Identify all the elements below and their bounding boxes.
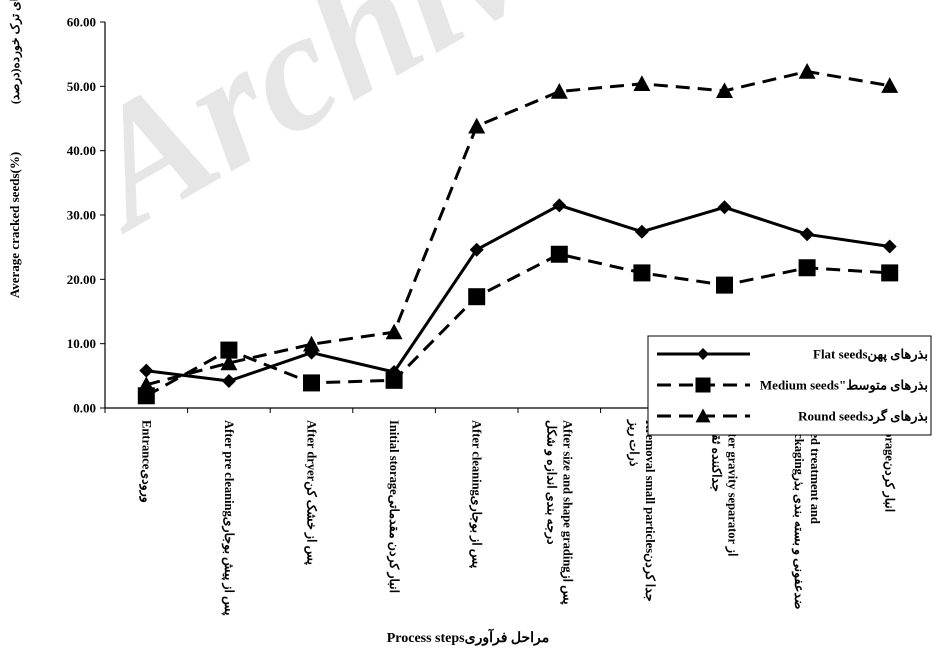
data-point [800, 227, 815, 242]
data-point [716, 276, 733, 294]
data-point [550, 82, 568, 99]
y-axis-label: Average cracked seeds(%) [7, 152, 22, 298]
data-point [881, 264, 899, 282]
x-axis: Entranceورودی After pre cleaningپس از پیش… [104, 407, 932, 616]
y-tick-label: 30.00 [67, 208, 96, 223]
data-point [303, 335, 320, 352]
y-axis: 0.00 10.00 20.00 30.00 40.00 50.00 60.00 [67, 15, 106, 416]
x-tick-label: Initial storageانبار کردن مقدماتی [386, 420, 401, 593]
data-point [633, 75, 651, 91]
data-point [469, 242, 484, 257]
data-point [717, 200, 732, 215]
data-point [634, 224, 649, 239]
data-point [139, 363, 154, 378]
legend-item: Flat seedsبذرهای پهن [657, 347, 928, 363]
x-tick-label-line: After cleaningپس از بوجاری [469, 420, 484, 569]
x-tick-label-line: packagingضدعفونی و بسته بندی بذر [791, 420, 806, 610]
data-point [385, 371, 403, 389]
series-3 [137, 63, 899, 393]
legend-label: Medium seeds"بذرهای متوسط [760, 378, 928, 394]
series-layer [137, 63, 899, 405]
series-line [145, 69, 890, 387]
data-point [468, 288, 486, 306]
x-tick-label-line: درجه بندی اندازه و شکل [543, 420, 558, 545]
y-tick-label: 60.00 [67, 15, 96, 30]
x-axis-label: Process stepsمراحل فرآوری [387, 628, 550, 646]
data-point [882, 239, 897, 254]
data-point [798, 63, 816, 79]
y-tick-label: 40.00 [67, 143, 96, 158]
legend-marker [695, 377, 711, 393]
x-tick-label: Storageانبار کردن [882, 420, 897, 512]
data-point [550, 245, 568, 263]
x-tick-label-line: Storageانبار کردن [882, 420, 897, 512]
y-tick-label: 50.00 [67, 79, 96, 94]
x-tick-label-line: Rremoval small particlesجدا کردن [642, 420, 657, 602]
x-tick-label-line: After dryerپس از خشک کن [304, 420, 319, 566]
data-point [221, 373, 236, 388]
x-tick-label: After cleaningپس از بوجاری [469, 420, 484, 569]
x-tick-label-line: Entranceورودی [138, 420, 153, 503]
data-point [798, 259, 816, 277]
data-point [633, 264, 651, 282]
legend-marker [695, 408, 711, 423]
legend-item: Round seedsبذرهای گرد [657, 408, 928, 425]
x-tick-label: After dryerپس از خشک کن [304, 420, 319, 566]
data-point [881, 77, 899, 93]
x-tick-label: After pre cleaningپس از پیش بوجاری [221, 420, 236, 616]
x-tick-label-line: Seed treatment and [808, 420, 822, 524]
y-tick-label: 10.00 [67, 336, 96, 351]
x-tick-label: Entranceورودی [138, 420, 153, 503]
series-2 [137, 245, 899, 405]
data-point [220, 354, 238, 371]
series-line [145, 252, 890, 398]
watermark: Archive [47, 0, 623, 267]
legend-marker [697, 348, 709, 360]
data-point [716, 82, 733, 99]
legend: Flat seedsبذرهای پهن Medium seeds"بذرهای … [647, 335, 932, 436]
data-point [468, 117, 486, 134]
data-point [552, 198, 567, 213]
data-point [220, 341, 238, 359]
data-point [303, 374, 320, 392]
x-tick-label-line: Initial storageانبار کردن مقدماتی [386, 420, 401, 593]
data-point [137, 376, 155, 393]
y-tick-label: 20.00 [67, 272, 96, 287]
data-point [385, 323, 403, 340]
x-tick-label-line: After pre cleaningپس از پیش بوجاری [221, 420, 236, 616]
x-tick-label-line: After gravity separator از [725, 420, 740, 556]
legend-label: Flat seedsبذرهای پهن [813, 347, 928, 363]
legend-item: Medium seeds"بذرهای متوسط [657, 377, 928, 394]
y-axis-label-fa: بذرهای ترک خورده(درصد) [8, 0, 23, 104]
x-tick-label-line: ذرات ریز [626, 419, 641, 467]
x-tick-label-line: After size and shape gradingپس از [559, 420, 574, 605]
legend-label: Round seedsبذرهای گرد [798, 408, 928, 425]
x-tick-label-line: جداکننده ثقلی [710, 420, 724, 492]
y-tick-label: 0.00 [73, 401, 96, 416]
